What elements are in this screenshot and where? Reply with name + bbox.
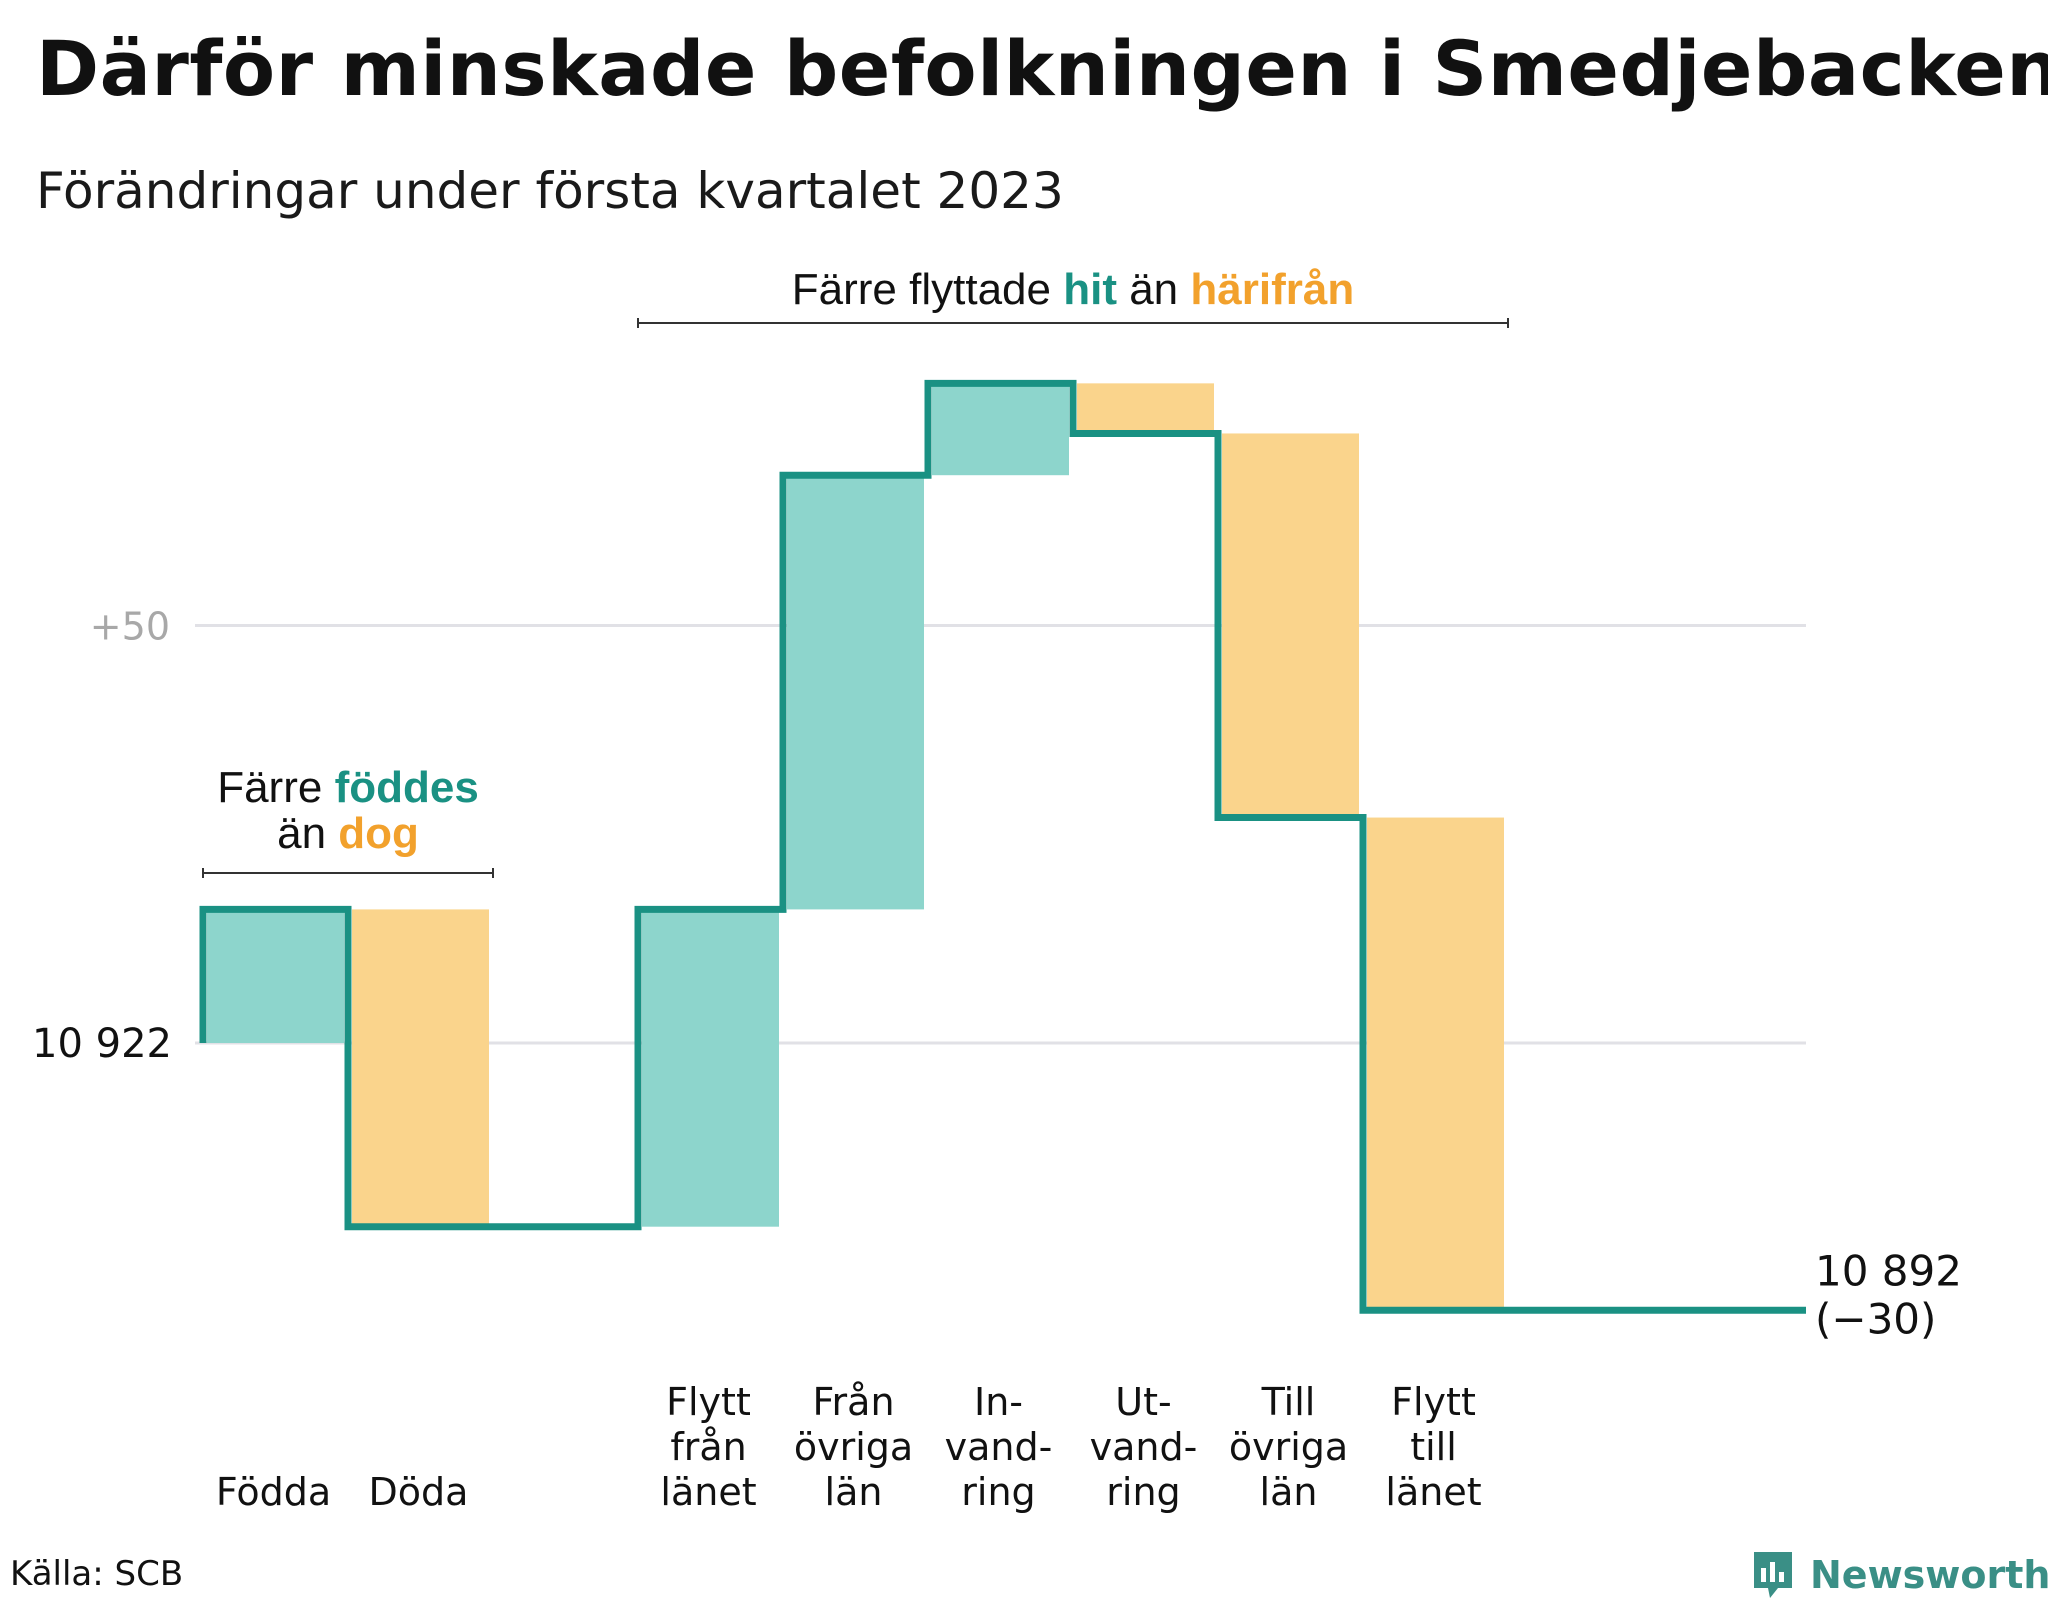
annotation-text: Färre föddes <box>217 763 479 812</box>
category-label: övriga <box>1229 1425 1348 1469</box>
category-label: Till <box>1261 1380 1316 1424</box>
category-label: län <box>1260 1470 1318 1514</box>
category-label: Från <box>812 1380 894 1424</box>
bar-increase <box>207 909 344 1043</box>
category-label: Flytt <box>666 1380 751 1424</box>
annotation-decrease-word: härifrån <box>1190 265 1354 314</box>
category-label: övriga <box>794 1425 913 1469</box>
annotation-increase-word: föddes <box>335 763 479 812</box>
category-label: länet <box>660 1470 756 1514</box>
annotation-increase-word: hit <box>1063 265 1117 314</box>
category-label: In- <box>974 1380 1023 1424</box>
annotation-plain-word: Färre flyttade <box>792 265 1063 314</box>
gridline-label: +50 <box>90 605 170 649</box>
category-label: till <box>1410 1425 1457 1469</box>
end-change-label: (−30) <box>1815 1295 1936 1344</box>
bar-decrease <box>1077 383 1214 434</box>
newsworthy-logo-icon <box>1754 1552 1792 1598</box>
category-label: ring <box>1106 1470 1180 1514</box>
bar-decrease <box>1367 817 1504 1311</box>
bar-decrease <box>352 909 489 1227</box>
category-label: Födda <box>216 1470 331 1514</box>
category-label: län <box>825 1470 883 1514</box>
category-label: vand- <box>1090 1425 1198 1469</box>
annotation-plain-word: än <box>1117 265 1190 314</box>
annotation-text: Färre flyttade hit än härifrån <box>792 265 1354 314</box>
category-label: vand- <box>945 1425 1053 1469</box>
category-label: Flytt <box>1391 1380 1476 1424</box>
category-label: från <box>670 1425 746 1469</box>
start-value-label: 10 922 <box>32 1021 172 1067</box>
annotation-plain-word: än <box>277 809 338 858</box>
bar-increase <box>932 383 1069 476</box>
category-label: Döda <box>369 1470 469 1514</box>
brand-name: Newsworthy <box>1810 1553 2048 1597</box>
chart-title: Därför minskade befolkningen i Smedjebac… <box>36 24 2048 113</box>
category-label: länet <box>1385 1470 1481 1514</box>
brand-logo[interactable]: Newsworthy <box>1750 1548 2048 1602</box>
annotation-text: än dog <box>277 809 419 858</box>
annotation-plain-word: Färre <box>217 763 334 812</box>
annotation-decrease-word: dog <box>338 809 419 858</box>
end-value-label: 10 892 <box>1815 1247 1962 1296</box>
source-note: Källa: SCB <box>10 1554 184 1594</box>
chart-subtitle: Förändringar under första kvartalet 2023 <box>36 162 1064 220</box>
bar-decrease <box>1222 433 1359 818</box>
category-label: ring <box>961 1470 1035 1514</box>
category-label: Ut- <box>1115 1380 1171 1424</box>
bar-increase <box>642 909 779 1227</box>
bar-increase <box>787 475 924 910</box>
cumulative-step-line <box>199 379 1806 1314</box>
